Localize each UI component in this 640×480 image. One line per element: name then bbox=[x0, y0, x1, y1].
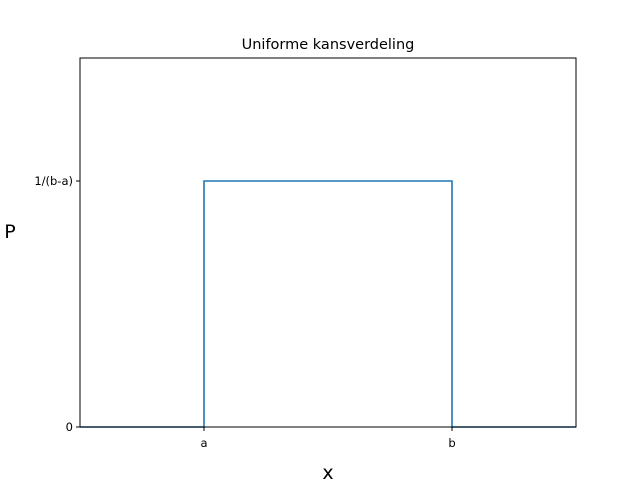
x-tick-label-1: b bbox=[448, 436, 455, 450]
plot-frame bbox=[79, 57, 577, 428]
y-tick-label-1: 1/(b-a) bbox=[34, 174, 73, 188]
y-tick-label-0: 0 bbox=[66, 420, 73, 434]
x-axis-label: x bbox=[322, 462, 333, 480]
series-line-0 bbox=[80, 180, 576, 428]
y-axis-label: P bbox=[4, 221, 15, 243]
chart-title: Uniforme kansverdeling bbox=[242, 37, 415, 53]
x-tick-label-0: a bbox=[200, 436, 207, 450]
